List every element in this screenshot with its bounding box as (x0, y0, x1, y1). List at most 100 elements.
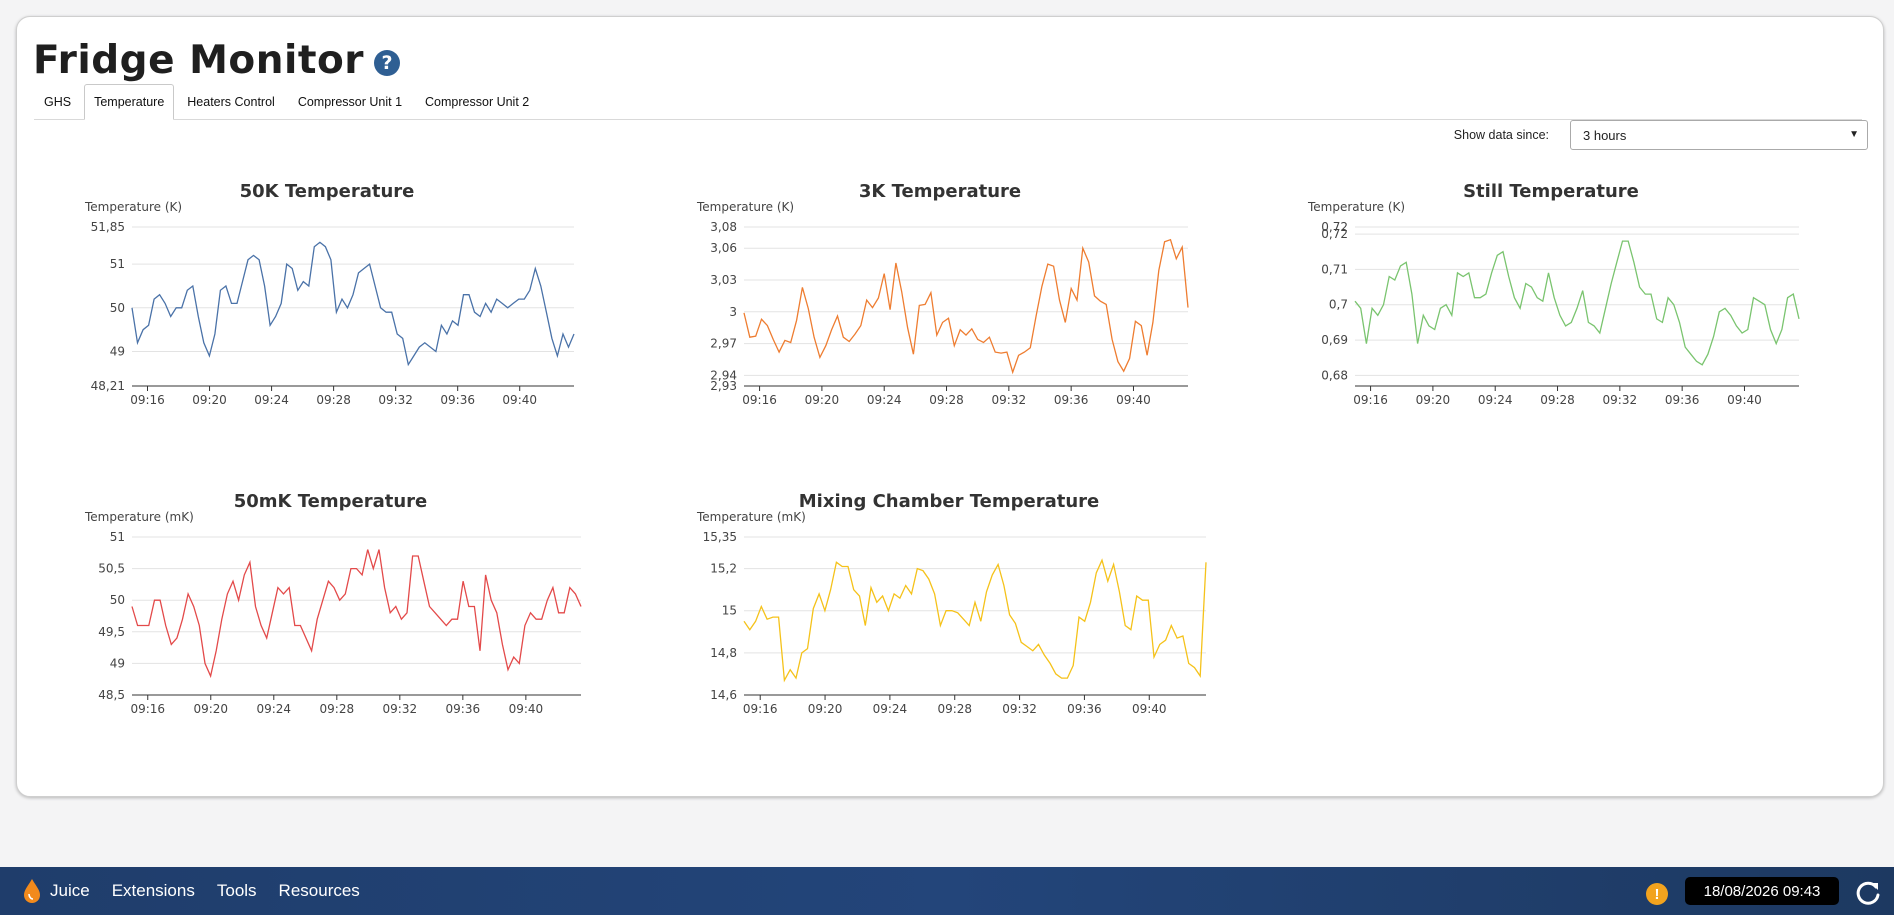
x-tick-label: 09:24 (256, 702, 291, 716)
y-tick-label: 14,8 (710, 646, 737, 660)
title-row: Fridge Monitor ? (33, 30, 401, 90)
x-tick-label: 09:24 (1478, 393, 1513, 407)
x-tick-label: 09:40 (1116, 393, 1151, 407)
series-line (743, 238, 1189, 375)
y-tick-label: 49,5 (98, 625, 125, 639)
chart-title: 50mK Temperature (234, 491, 428, 512)
question-circle-icon[interactable]: ? (374, 50, 401, 76)
y-tick-label: 14,6 (710, 688, 737, 702)
y-tick-label: 3,06 (710, 241, 737, 255)
chart-0: 50K Temperature Temperature (K) 48,21 49 50 5… (70, 176, 604, 418)
show-data-since-value: 3 hours (1583, 127, 1627, 143)
y-axis-label: Temperature (mK) (84, 510, 194, 524)
series-line (1354, 240, 1800, 366)
y-tick-label: 3,03 (710, 273, 737, 287)
x-tick-label: 09:32 (383, 702, 418, 716)
chart-title: 50K Temperature (240, 181, 415, 202)
x-tick-label: 09:40 (1727, 393, 1762, 407)
y-axis-label: Temperature (mK) (696, 510, 806, 524)
y-axis-label: Temperature (K) (1307, 200, 1405, 214)
series-line (131, 549, 582, 679)
y-tick-label: 51 (110, 530, 125, 544)
x-tick-label: 09:16 (743, 702, 778, 716)
y-tick-label: 2,97 (710, 337, 737, 351)
x-tick-label: 09:36 (440, 393, 475, 407)
x-tick-label: 09:32 (1603, 393, 1638, 407)
y-tick-label: 2,94 (710, 368, 737, 382)
y-tick-label: 48,21 (91, 379, 125, 393)
tab-compressor-unit-1[interactable]: Compressor Unit 1 (297, 95, 403, 109)
y-tick-label: 15,2 (710, 562, 737, 576)
chevron-down-icon: ▼ (1849, 129, 1859, 140)
show-data-since-select[interactable]: 3 hours ▼ (1570, 120, 1868, 150)
y-tick-label: 50 (110, 301, 125, 315)
series-line (131, 241, 575, 367)
x-tick-label: 09:28 (320, 702, 355, 716)
y-tick-label: 3 (729, 305, 737, 319)
chart-title: Mixing Chamber Temperature (799, 491, 1099, 512)
tab-compressor-unit-2[interactable]: Compressor Unit 2 (425, 95, 530, 109)
y-tick-label: 50,5 (98, 562, 125, 576)
y-tick-label: 49 (110, 656, 125, 670)
x-tick-label: 09:36 (1665, 393, 1700, 407)
y-tick-label: 0,71 (1321, 262, 1348, 276)
taskbar-item-resources[interactable]: Resources (278, 881, 360, 900)
x-tick-label: 09:16 (742, 393, 777, 407)
x-tick-label: 09:36 (446, 702, 481, 716)
taskbar-item-extensions[interactable]: Extensions (111, 881, 195, 900)
y-tick-label: 3,08 (710, 220, 737, 234)
y-tick-label: 0,72 (1321, 227, 1348, 241)
y-tick-label: 2,93 (710, 379, 737, 393)
chart-svg: 50mK Temperature Temperature (mK) 48,5 49 49… (84, 491, 582, 716)
y-axis-label: Temperature (K) (84, 200, 182, 214)
chart-title: 3K Temperature (859, 181, 1021, 202)
x-tick-label: 09:36 (1054, 393, 1089, 407)
x-tick-label: 09:20 (192, 393, 227, 407)
y-tick-label: 15 (722, 604, 737, 618)
juice-logo-icon[interactable] (22, 878, 42, 904)
refresh-icon[interactable] (1854, 879, 1882, 907)
chart-svg: 3K Temperature Temperature (K) 2,932,94 2,9… (696, 181, 1189, 407)
y-tick-label: 0,72 (1321, 220, 1348, 234)
chart-3: 50mK Temperature Temperature (mK) 48,5 49 49… (70, 486, 611, 727)
x-tick-label: 09:28 (929, 393, 964, 407)
show-data-since-label: Show data since: (1453, 128, 1549, 142)
y-tick-label: 48,5 (98, 688, 125, 702)
x-tick-label: 09:32 (992, 393, 1027, 407)
x-tick-label: 09:16 (130, 393, 165, 407)
y-tick-label: 0,69 (1321, 333, 1348, 347)
y-tick-label: 15,35 (703, 530, 737, 544)
chart-svg: 50K Temperature Temperature (K) 48,21 49 50 5… (84, 181, 575, 407)
x-tick-label: 09:28 (937, 702, 972, 716)
x-tick-label: 09:40 (1132, 702, 1167, 716)
x-tick-label: 09:32 (1002, 702, 1037, 716)
x-tick-label: 09:28 (1540, 393, 1575, 407)
page-title: Fridge Monitor (33, 37, 365, 83)
x-tick-label: 09:20 (808, 702, 843, 716)
tab-temperature[interactable]: Temperature (84, 84, 175, 120)
y-tick-label: 51 (110, 257, 125, 271)
y-tick-label: 51,85 (91, 220, 125, 234)
datetime-display: 18/08/2026 09:43 (1685, 877, 1839, 905)
taskbar-brand[interactable]: Juice (50, 881, 90, 900)
chart-svg: Still Temperature Temperature (K) 0,68 0,69… (1307, 181, 1800, 407)
y-tick-label: 0,68 (1321, 368, 1348, 382)
x-tick-label: 09:28 (316, 393, 351, 407)
tab-heaters-control[interactable]: Heaters Control (187, 95, 275, 109)
x-tick-label: 09:20 (193, 702, 228, 716)
x-tick-label: 09:20 (805, 393, 840, 407)
x-tick-label: 09:24 (873, 702, 908, 716)
taskbar: Juice Extensions Tools Resources (0, 867, 1894, 915)
tab-bar: GHS Temperature Heaters Control Compress… (34, 75, 1862, 120)
x-tick-label: 09:40 (502, 393, 537, 407)
tab-ghs[interactable]: GHS (44, 95, 72, 109)
x-tick-label: 09:24 (867, 393, 902, 407)
taskbar-item-tools[interactable]: Tools (216, 881, 257, 900)
chart-title: Still Temperature (1463, 181, 1639, 202)
exclamation-circle-icon[interactable]: ! (1646, 883, 1668, 905)
x-tick-label: 09:16 (1353, 393, 1388, 407)
y-axis-label: Temperature (K) (696, 200, 794, 214)
y-tick-label: 50 (110, 593, 125, 607)
x-tick-label: 09:40 (509, 702, 544, 716)
